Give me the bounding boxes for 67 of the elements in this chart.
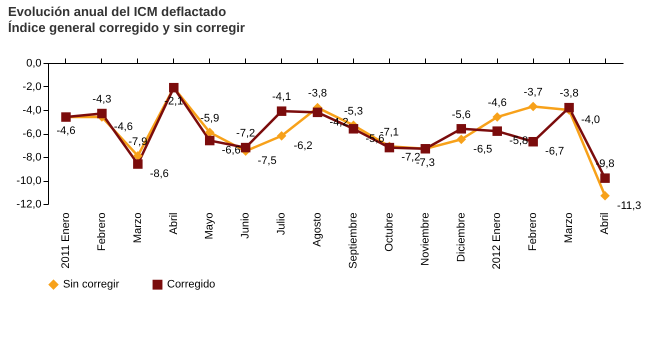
data-label: -6,2 [294,140,313,152]
data-label: -11,3 [617,200,642,212]
x-tick-label: Diciembre [455,212,468,262]
x-tick-label: Marzo [563,212,576,244]
x-tick-label: Febrero [527,212,540,252]
x-tick-label: 2011 Enero [60,212,72,269]
x-tick-label: Mayo [204,212,216,240]
data-label: -5,9 [200,112,220,124]
y-tick-label: -6,0 [22,128,42,140]
point [600,191,610,201]
x-tick-label: Octubre [383,212,396,252]
point [133,159,143,169]
data-label: -8,6 [150,168,169,180]
point [240,142,250,152]
data-label: -7,5 [258,155,277,168]
data-label: -3,8 [560,88,579,100]
data-label: -5,6 [452,108,471,121]
point [97,108,107,118]
point [528,136,538,146]
x-tick-label: Agosto [312,212,324,247]
x-tick-label: Abril [599,212,612,235]
legend-label: Corregido [167,278,216,291]
data-label: -3,8 [308,88,328,100]
point [133,151,143,161]
point [276,131,286,141]
data-label: -3,7 [524,86,543,98]
data-label: -4,6 [488,97,507,110]
point [348,124,358,134]
data-label: -4,3 [92,94,112,106]
x-tick-label: Julio [276,212,288,236]
data-label: -6,7 [545,146,564,158]
chart-title: Evolución anual del ICM deflactado [8,4,226,19]
y-tick-label: -2,0 [22,81,42,93]
point [456,134,466,144]
point [204,128,214,138]
point [312,108,322,118]
point [528,102,538,112]
y-tick-label: -12,0 [16,198,42,210]
point [276,106,286,116]
data-label: -4,0 [581,114,600,126]
y-tick-label: 0,0 [26,58,42,70]
data-label: -7,2 [236,128,256,140]
y-tick-label: -8,0 [22,152,42,164]
point [564,102,574,112]
data-label: -4,1 [272,91,292,104]
y-tick-label: -10,0 [16,175,42,187]
point [600,173,610,183]
x-tick-label: Junio [240,212,252,239]
x-tick-label: 2012 Enero [491,212,504,270]
x-tick-label: Febrero [96,212,108,252]
y-tick-label: -4,0 [22,104,42,116]
chart-subtitle: Índice general corregido y sin corregir [8,20,245,35]
data-label: -6,5 [473,143,492,156]
legend-label: Sin corregir [63,278,120,291]
point [492,126,502,136]
point [456,124,466,134]
point [204,136,214,146]
x-tick-label: Noviembre [419,212,432,266]
point [492,112,502,122]
x-tick-label: Abril [168,212,180,235]
x-tick-label: Septiembre [347,212,360,269]
data-label: -5,8 [509,135,528,148]
x-tick-label: Marzo [132,212,144,244]
data-label: -4,6 [56,125,76,138]
data-label: -5,3 [344,105,363,118]
data-label: -4,6 [114,121,133,134]
data-label: -6,6 [222,144,241,157]
